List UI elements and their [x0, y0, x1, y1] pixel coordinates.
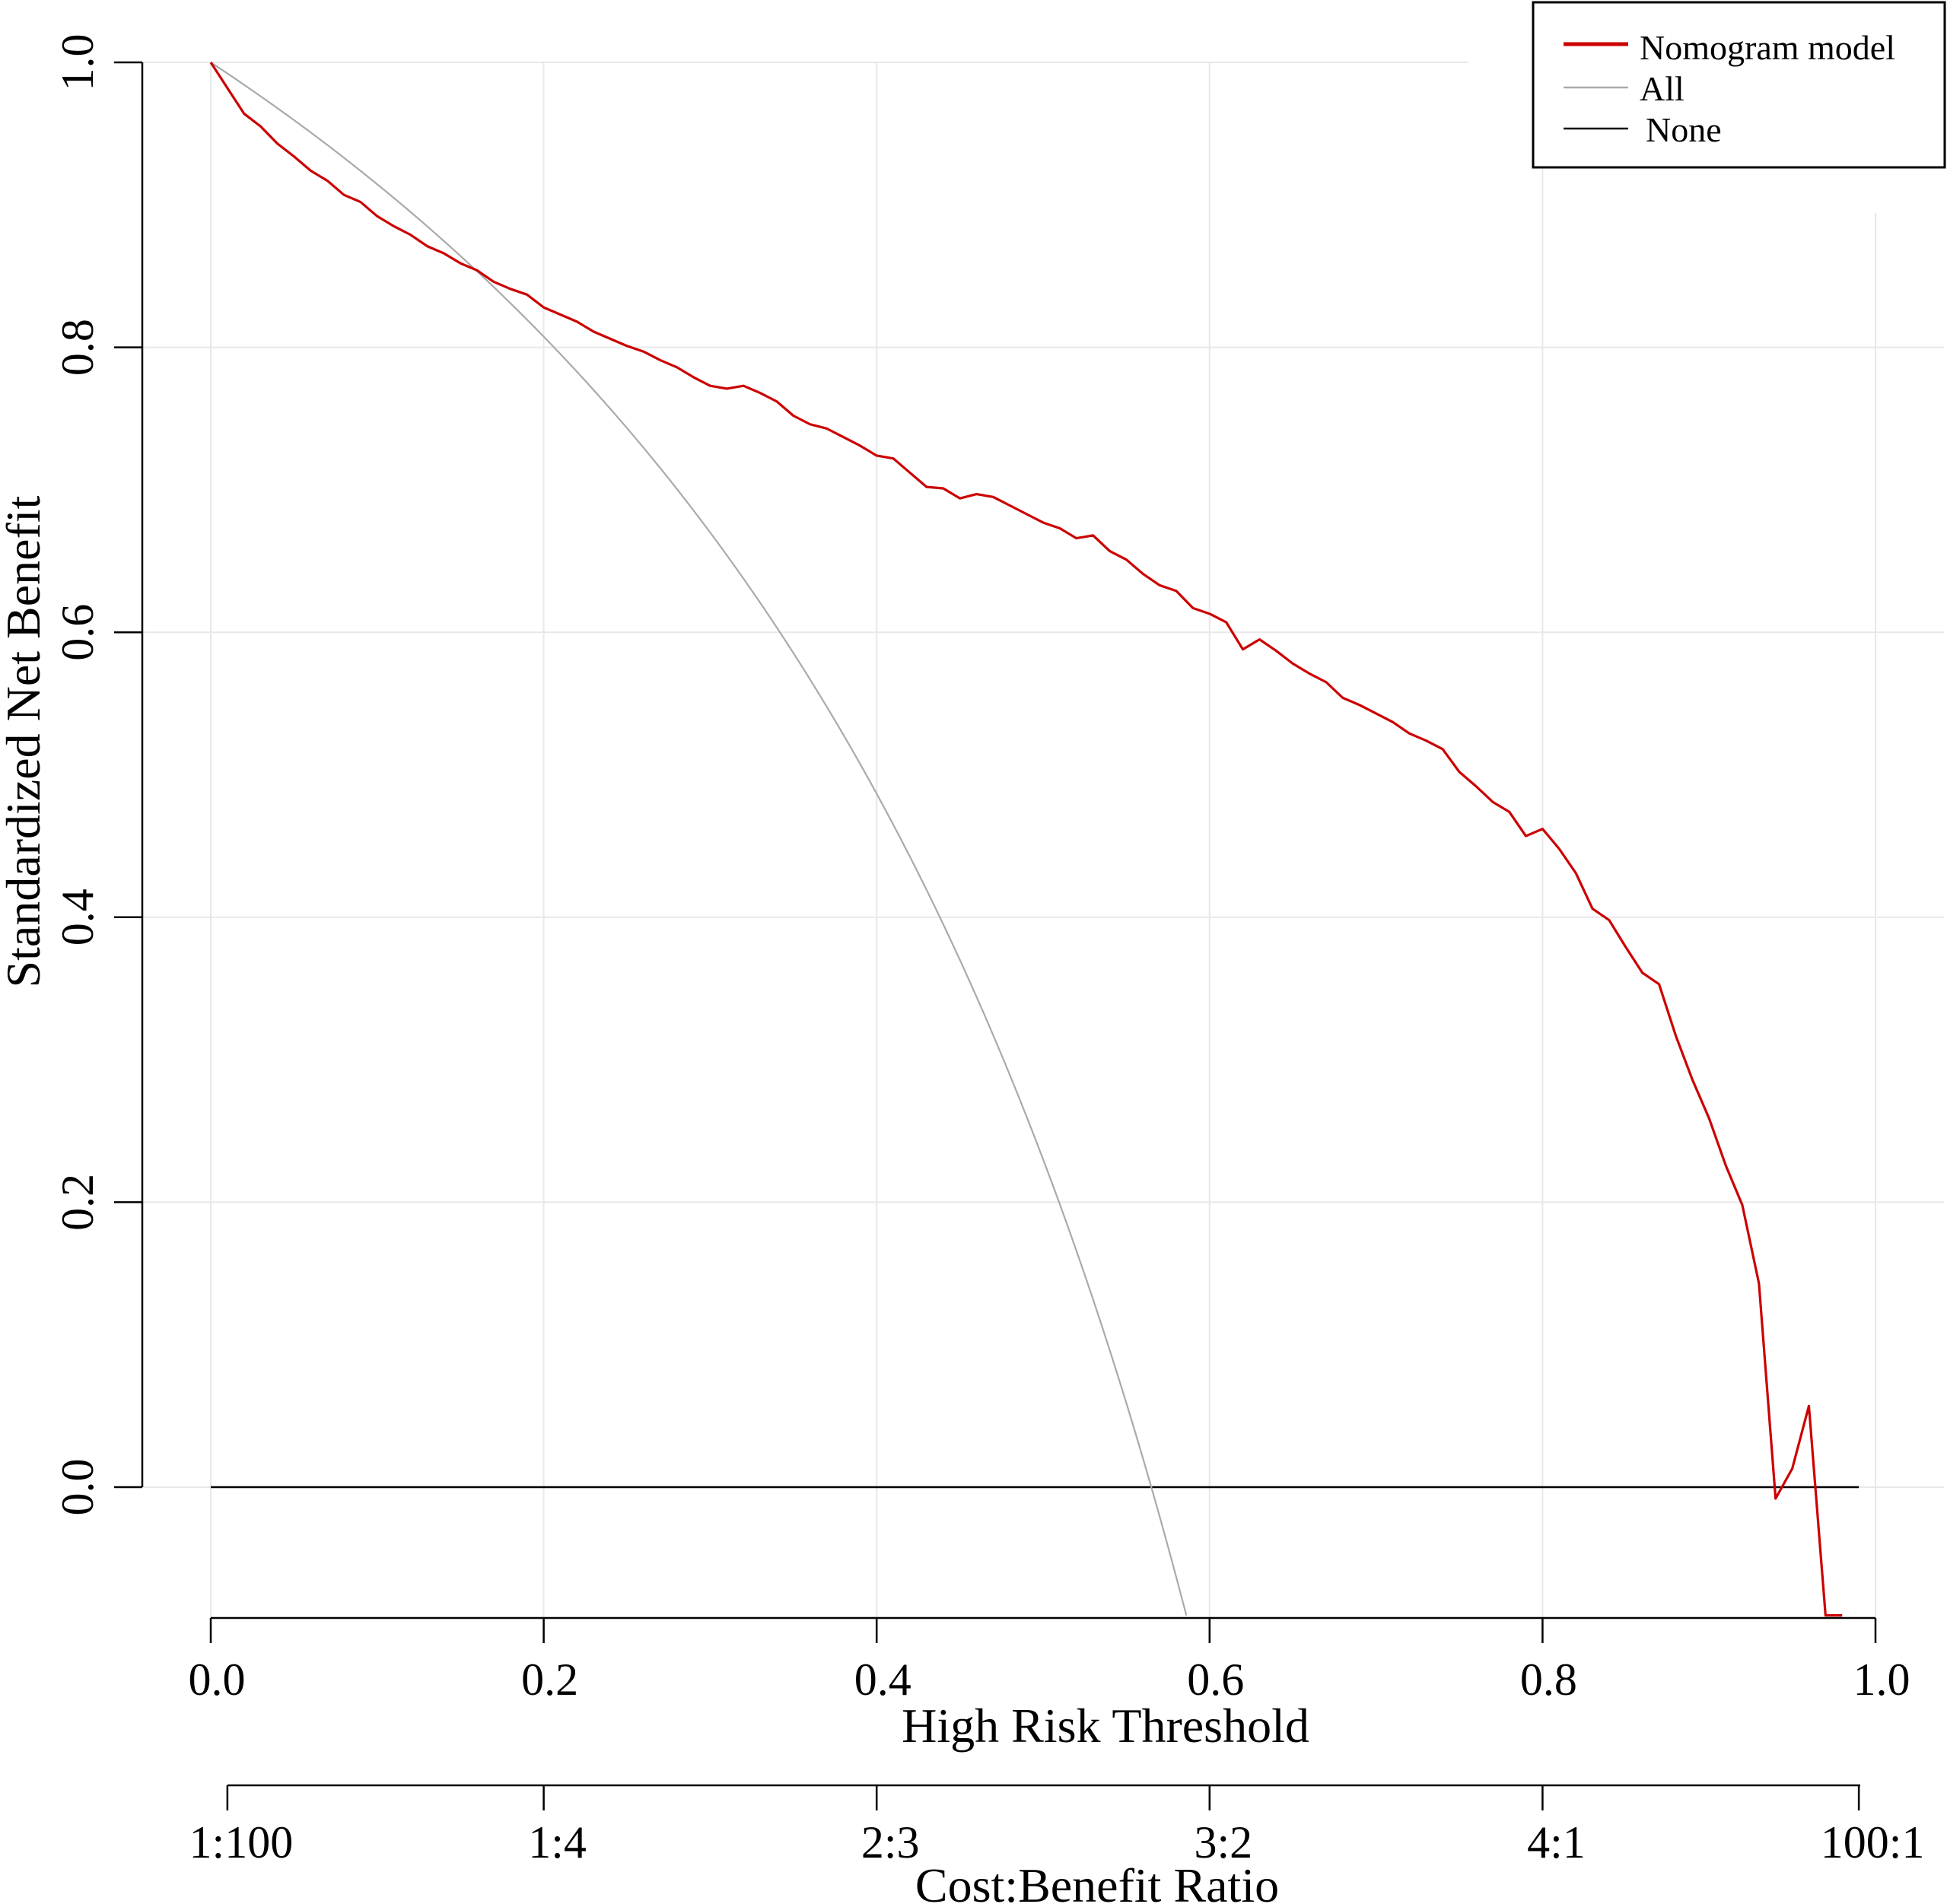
legend-label-none: None — [1646, 110, 1722, 149]
legend: Nomogram model All None — [1532, 1, 1946, 169]
ratio-tick-label-1: 1:4 — [528, 1817, 587, 1867]
legend-label-nomogram: Nomogram model — [1640, 28, 1895, 67]
series-line-all — [210, 62, 1188, 1616]
y-ticks: 0.0 0.2 0.4 0.6 0.8 1.0 — [52, 34, 142, 1516]
series-line-nomogram-model — [209, 62, 1843, 1617]
series-lines — [209, 62, 1860, 1617]
ratio-tick-label-4: 4:1 — [1527, 1817, 1586, 1867]
y-tick-label-5: 1.0 — [52, 34, 103, 91]
ratio-axis-label: Cost:Benefit Ratio — [915, 1858, 1279, 1904]
x-tick-label-0: 0.0 — [189, 1654, 246, 1705]
x-tick-label-4: 0.8 — [1520, 1654, 1577, 1705]
y-axis-label: Standardized Net Benefit — [0, 495, 50, 987]
ratio-ticks: 1:100 1:4 2:3 3:2 4:1 100:1 — [189, 1785, 1925, 1867]
ratio-tick-label-5: 100:1 — [1821, 1817, 1925, 1867]
y-tick-label-3: 0.6 — [52, 604, 103, 661]
y-tick-label-2: 0.4 — [52, 888, 103, 946]
ratio-tick-label-2: 2:3 — [861, 1817, 920, 1867]
x-tick-label-2: 0.4 — [854, 1654, 911, 1705]
y-tick-label-1: 0.2 — [52, 1174, 103, 1231]
x-tick-label-3: 0.6 — [1187, 1654, 1244, 1705]
ratio-tick-label-3: 3:2 — [1194, 1817, 1252, 1867]
x-ticks: 0.0 0.2 0.4 0.6 0.8 1.0 — [189, 1618, 1910, 1705]
x-tick-label-5: 1.0 — [1853, 1654, 1910, 1705]
x-tick-label-1: 0.2 — [521, 1654, 578, 1705]
legend-box — [1532, 1, 1946, 169]
x-axis-label: High Risk Threshold — [902, 1699, 1309, 1753]
ratio-tick-label-0: 1:100 — [189, 1817, 294, 1867]
axes — [141, 62, 1875, 1787]
y-tick-label-4: 0.8 — [52, 319, 103, 376]
legend-label-all: All — [1640, 69, 1685, 108]
grid-lines — [142, 62, 1944, 1618]
y-tick-label-0: 0.0 — [52, 1459, 103, 1516]
